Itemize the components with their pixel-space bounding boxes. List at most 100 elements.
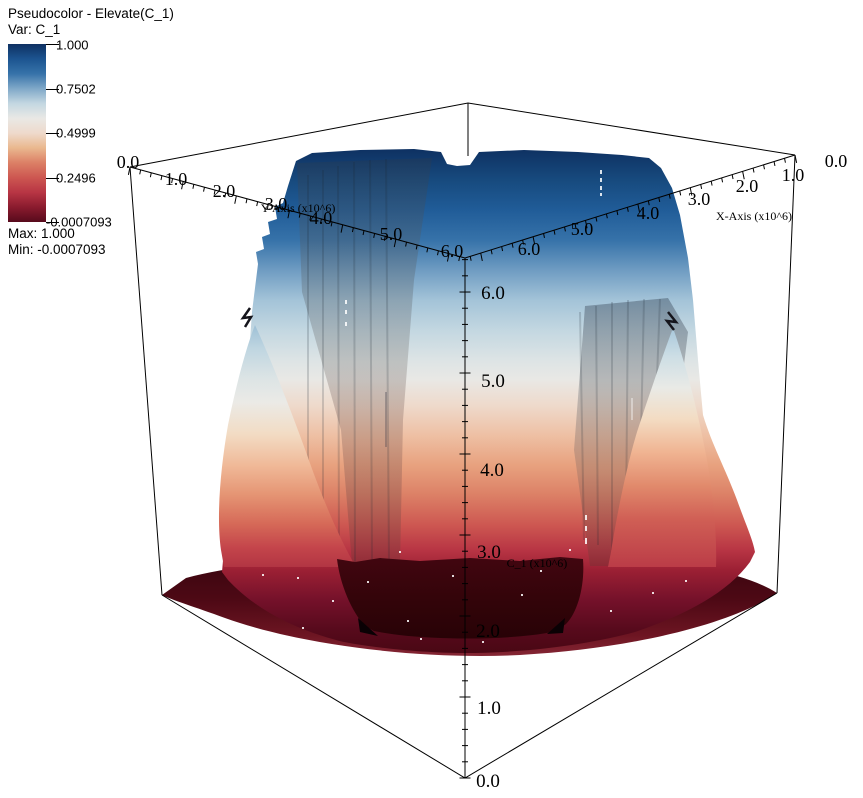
- z-axis-tick-label: 3.0: [477, 542, 501, 563]
- axis-tick: [752, 167, 755, 173]
- axis-tick: [351, 227, 354, 233]
- y-axis-tick-label: 5.0: [380, 224, 403, 244]
- axis-tick: [139, 169, 142, 175]
- axis-tick: [277, 207, 280, 212]
- axis-tick: [266, 204, 269, 210]
- colorbar-value: 0.7502: [56, 81, 96, 97]
- x-axis-tick-label: 6.0: [518, 239, 541, 259]
- axis-tick: [710, 181, 713, 186]
- y-axis-tick-label: 4.0: [310, 208, 333, 228]
- z-axis-tick-label: 2.0: [476, 621, 500, 642]
- dome-shaded-right: [574, 298, 688, 566]
- axis-tick: [309, 216, 312, 221]
- colorbar-tick: [46, 88, 59, 90]
- axis-tick: [393, 239, 397, 248]
- axis-tick: [234, 195, 237, 204]
- min-value-label: Min: -0.0007093: [8, 242, 106, 257]
- pseudocolor-surface: [162, 149, 777, 656]
- x-axis-tick-label: 0.0: [825, 151, 848, 171]
- axis-tick: [574, 223, 577, 229]
- z-axis-tick-label: 1.0: [477, 698, 501, 719]
- mesh-notch-marks: [240, 307, 679, 331]
- dome-front-pit: [337, 557, 584, 639]
- bounding-box-back-edges: [129, 102, 796, 168]
- y-axis-tick-label: 0.0: [117, 152, 140, 172]
- x-axis-tick-label: 4.0: [637, 203, 660, 223]
- axis-tick: [647, 200, 650, 206]
- pit-notch-left: [358, 618, 378, 636]
- axis-tick: [129, 166, 466, 259]
- axis-tick: [160, 175, 163, 181]
- axis-tick: [501, 246, 504, 252]
- axis-tick: [287, 210, 291, 219]
- axis-tick: [383, 236, 386, 241]
- colorbar-tick: [46, 177, 59, 179]
- axis-tick: [426, 247, 429, 253]
- axis-tick: [668, 194, 671, 199]
- pit-notch-right: [547, 618, 565, 634]
- colorbar-tick: [46, 133, 59, 134]
- axis-tick: [490, 249, 493, 255]
- axis-tick: [171, 178, 174, 184]
- axis-tick: [637, 203, 640, 212]
- axis-tick: [127, 166, 131, 175]
- axis-tick: [224, 192, 227, 198]
- axis-tick: [679, 190, 682, 196]
- y-axis-title: Y-Axis (x10^6): [261, 201, 336, 215]
- axis-tick: [784, 158, 786, 163]
- axis-tick: [464, 154, 796, 259]
- colorbar: [8, 44, 59, 223]
- axis-tick: [480, 252, 483, 262]
- axis-tick: [192, 184, 195, 189]
- axis-tick: [564, 226, 566, 232]
- axis-tick: [763, 164, 765, 170]
- axis-ticks: [127, 154, 798, 779]
- axis-tick: [605, 213, 608, 219]
- seam-lines: [385, 392, 633, 447]
- axis-tick: [658, 197, 661, 203]
- z-axis-tick-label: 6.0: [481, 283, 505, 304]
- axis-tick: [405, 242, 407, 247]
- z-axis-tick-label: 4.0: [480, 460, 504, 481]
- axis-tick: [458, 256, 461, 262]
- axis-tick: [543, 233, 545, 238]
- plot-title: Pseudocolor - Elevate(C_1): [8, 6, 174, 21]
- axis-tick: [731, 174, 734, 180]
- axis-tick: [415, 244, 418, 250]
- axis-tick: [522, 239, 525, 245]
- axis-tick: [245, 198, 248, 204]
- colorbar-value: 0.4999: [56, 125, 96, 141]
- x-axis-tick-label: 2.0: [736, 176, 759, 196]
- axis-tick: [362, 230, 365, 236]
- colorbar-value: 0.2496: [56, 170, 96, 186]
- axis-tick: [340, 224, 344, 233]
- axis-tick: [320, 218, 322, 224]
- variable-label: Var: C_1: [8, 22, 61, 37]
- axis-tick: [256, 201, 259, 207]
- z-axis-title: C_1 (x10^6): [507, 556, 568, 570]
- axis-tick: [700, 184, 703, 189]
- x-axis-tick-label: 3.0: [688, 189, 711, 209]
- axis-labels: 0.0 1.0 2.0 3.0 4.0 5.0 6.0 0.0 1.0 2.0 3.0 4.0 5.0 6…: [117, 151, 848, 792]
- x-axis-title: X-Axis (x10^6): [716, 209, 792, 223]
- y-axis-tick-label: 6.0: [441, 241, 464, 261]
- axis-tick: [446, 253, 450, 262]
- axis-tick: [626, 207, 629, 212]
- axis-tick: [616, 210, 619, 216]
- colorbar-value: -0.0007093: [46, 214, 112, 230]
- left-lobe-surface: [218, 325, 356, 567]
- axis-tick: [553, 230, 556, 235]
- axis-tick: [742, 171, 745, 180]
- axis-tick: [203, 187, 205, 192]
- axis-tick: [511, 243, 514, 248]
- axis-tick: [469, 256, 472, 261]
- y-axis-tick-label: 2.0: [213, 181, 236, 201]
- dome-shaded-left: [297, 158, 432, 566]
- axis-tick: [330, 221, 333, 227]
- z-axis-tick-label: 0.0: [476, 771, 500, 792]
- z-axis-tick-label: 5.0: [481, 371, 505, 392]
- x-axis-tick-label: 5.0: [571, 219, 594, 239]
- max-value-label: Max: 1.000: [8, 226, 75, 241]
